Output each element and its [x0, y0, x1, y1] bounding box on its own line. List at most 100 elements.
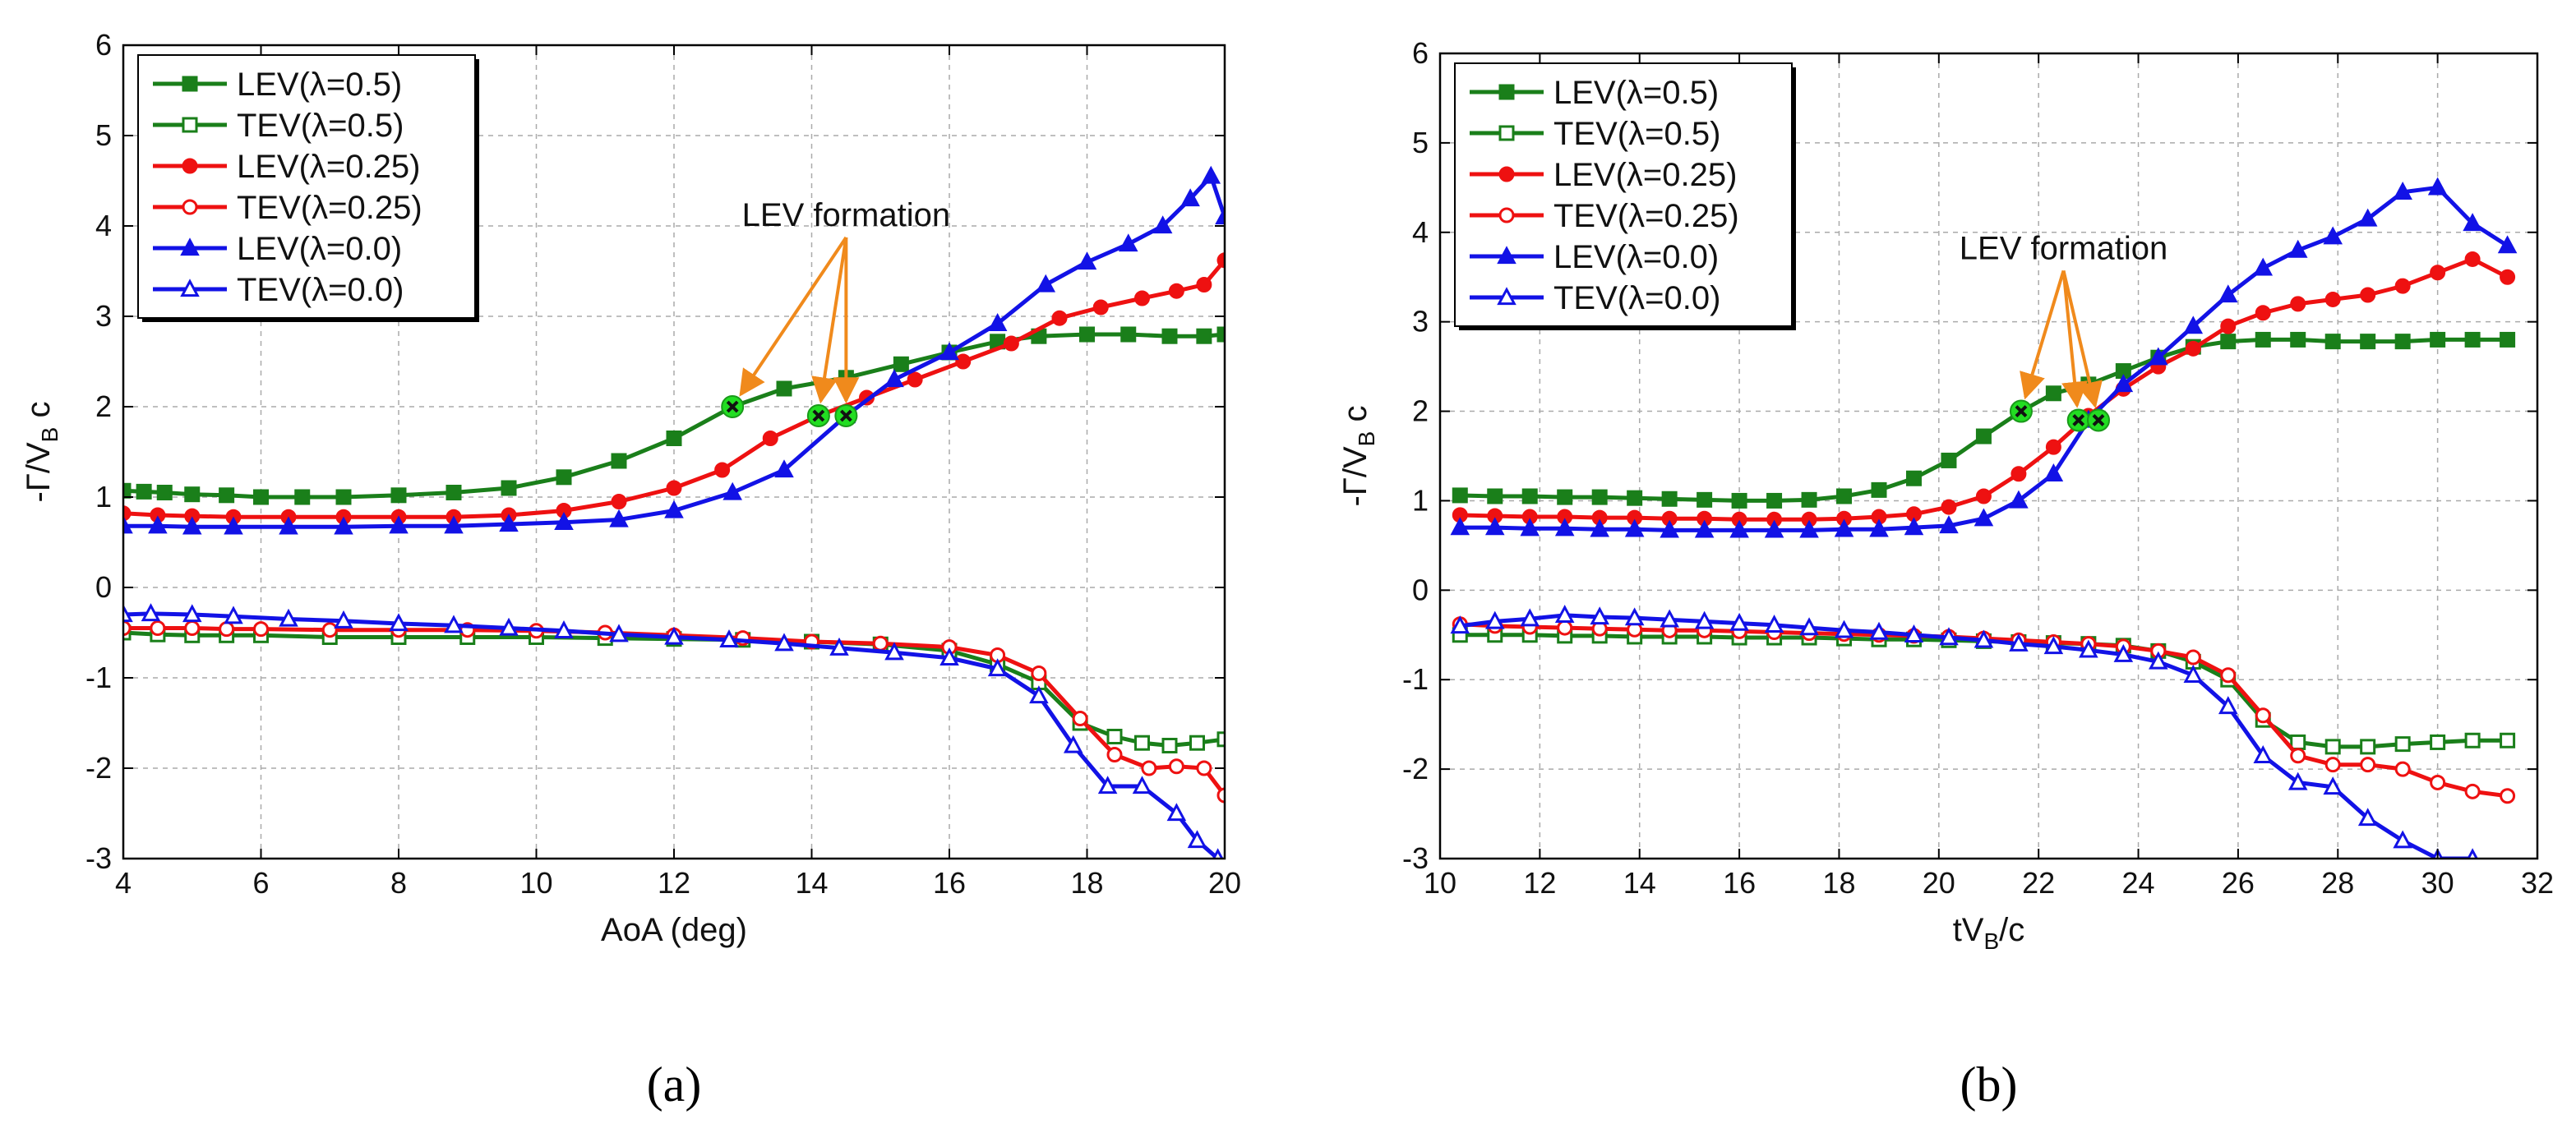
chart-b-series-5-point — [2253, 745, 2274, 763]
chart-a-series-4-point — [554, 512, 574, 530]
chart-a-grid — [123, 45, 1225, 859]
chart-b-series-2-point — [2045, 439, 2061, 455]
chart-b-x-tick-label: 22 — [2022, 866, 2055, 900]
chart-b-x-tick-label: 26 — [2222, 866, 2255, 900]
chart-b-series-3-point — [2464, 783, 2481, 799]
chart-b-series-0-point — [2360, 334, 2376, 350]
chart-a-series-5-point — [664, 626, 684, 645]
chart-b-series-1-point — [2430, 734, 2446, 750]
chart-a-series-3-point — [1031, 666, 1047, 681]
chart-a-x-tick-label: 10 — [519, 866, 552, 900]
chart-b-legend: LEV(λ=0.5) TEV(λ=0.5) LEV(λ=0.25) TEV(λ=0.2… — [1454, 62, 1796, 330]
chart-b-series-5-point — [1834, 619, 1854, 638]
chart-a-legend-label-3: TEV(λ=0.25) — [237, 190, 422, 226]
chart-a-series-4-point — [939, 342, 959, 361]
chart-a-series-5-point — [499, 617, 519, 636]
chart-a-series-5-point — [334, 610, 353, 629]
chart-a-series-4-point — [609, 509, 629, 527]
chart-b-series-0-point — [1487, 488, 1503, 504]
chart-b-series-0-point — [1766, 492, 1783, 509]
chart-b-series-5-point — [1764, 615, 1784, 633]
chart-b-legend-label-3: TEV(λ=0.25) — [1553, 198, 1739, 234]
chart-b-series-4-point — [1694, 519, 1715, 538]
chart-a-series-2-point — [907, 371, 923, 388]
chart-b-series-4-point — [2043, 463, 2064, 481]
chart-a-y-tick-label: 3 — [95, 299, 112, 333]
chart-a-series-0-point — [123, 482, 132, 499]
chart-a-series-5-point — [123, 604, 133, 623]
chart-a-legend-swatch-marker-1 — [182, 117, 198, 133]
chart-a-legend: LEV(λ=0.5) TEV(λ=0.5) LEV(λ=0.25) TEV(λ=0.2… — [137, 54, 479, 322]
chart-a-y-tick-label: -3 — [85, 841, 112, 875]
chart-a-series-2-point — [1092, 299, 1109, 315]
chart-a-series-0-point — [253, 489, 269, 505]
chart-b-series-5-point — [2079, 639, 2098, 658]
chart-b-series-0-point — [1905, 470, 1922, 486]
chart-a-series-1-point — [1189, 735, 1205, 751]
chart-a-lev-point-cross — [839, 409, 852, 422]
chart-a-lev-point-cross — [726, 400, 739, 413]
chart-a-series-5-point — [719, 629, 739, 647]
chart-b-series-5-point — [2043, 636, 2064, 655]
chart-panel-a: LEV formation 4 6 8 10 12 14 16 18 20 -3 -2 -1 0 1 2 3 4 5… — [21, 28, 1241, 1112]
chart-b-series-0-point — [2290, 331, 2306, 348]
chart-a-series-5-point — [884, 642, 904, 661]
chart-b-series-0-line — [1460, 337, 2508, 503]
chart-b-series-5-point — [1520, 608, 1540, 627]
chart-a-series-5-point — [1166, 803, 1187, 822]
chart-a-series-4-point — [123, 515, 133, 534]
chart-b-legend-label-2: LEV(λ=0.25) — [1553, 157, 1737, 193]
chart-b-series-4-point — [1904, 517, 1924, 536]
chart-a-series-5-point — [774, 633, 794, 652]
chart-b-series-4-point — [2218, 284, 2238, 303]
chart-b-x-tick-label: 24 — [2122, 866, 2155, 900]
chart-b-legend-label-5: TEV(λ=0.0) — [1553, 280, 1720, 316]
chart-a-series-3-point — [872, 635, 889, 652]
chart-b-legend-swatch-marker-2 — [1498, 166, 1515, 182]
chart-b-series-4-point — [1520, 518, 1540, 537]
chart-a-series-5-point — [1132, 776, 1152, 794]
chart-b-grid — [1440, 53, 2537, 859]
chart-b-series-5-point — [1729, 612, 1749, 631]
chart-a-series-4-point — [1077, 251, 1097, 270]
chart-b-series-4-point — [1450, 517, 1470, 536]
chart-a-series-0-point — [335, 489, 352, 505]
chart-b-legend-swatch-marker-5 — [1497, 287, 1517, 306]
chart-a-series-0-point — [390, 487, 407, 504]
chart-b-series-5-point — [1590, 606, 1609, 625]
chart-a-series-3-point — [219, 621, 235, 638]
chart-a-y-tick-label: 4 — [95, 209, 112, 242]
chart-b-y-tick-label: 1 — [1412, 483, 1429, 517]
chart-a-series-3-point — [1141, 760, 1157, 776]
chart-b-series-4-point — [1764, 519, 1784, 538]
chart-a-legend-swatch-marker-4 — [180, 237, 200, 256]
chart-b-lev-point-cross — [2092, 414, 2105, 426]
chart-b-series-5-point — [1974, 629, 1994, 648]
chart-b-series-2-point — [2500, 269, 2516, 285]
chart-b-series-2-point — [2324, 291, 2341, 307]
chart-a-series-5-point — [1097, 776, 1118, 794]
chart-b-series-0-point — [1731, 492, 1747, 509]
chart-b-y-tick-label: 5 — [1412, 126, 1429, 159]
chart-a-series-group — [123, 165, 1225, 859]
chart-b-series-1-point — [2324, 739, 2341, 755]
chart-a-series-0-point — [893, 356, 909, 372]
chart-a-series-4-point — [148, 515, 168, 534]
chart-a-legend-swatch-marker-2 — [182, 158, 198, 174]
chart-a-series-5-point — [939, 647, 959, 666]
chart-b-series-4-point — [1939, 515, 1959, 534]
chart-a-annotation-arrow — [739, 236, 848, 397]
chart-b-series-0-point — [1941, 452, 1957, 468]
chart-a-series-2-point — [611, 494, 627, 509]
chart-b-series-1-point — [2394, 736, 2411, 753]
chart-a-series-3-point — [184, 620, 201, 636]
chart-a-legend-box — [137, 54, 476, 319]
chart-a-series-0-point — [1120, 326, 1137, 343]
chart-a-series-5-point — [279, 608, 298, 627]
chart-b-series-0-point — [1452, 487, 1468, 504]
chart-a-series-4-point — [722, 481, 742, 500]
chart-a-series-2-point — [1134, 290, 1150, 306]
chart-b-series-5-point — [1939, 627, 1959, 646]
chart-a-series-3-point — [321, 622, 338, 638]
